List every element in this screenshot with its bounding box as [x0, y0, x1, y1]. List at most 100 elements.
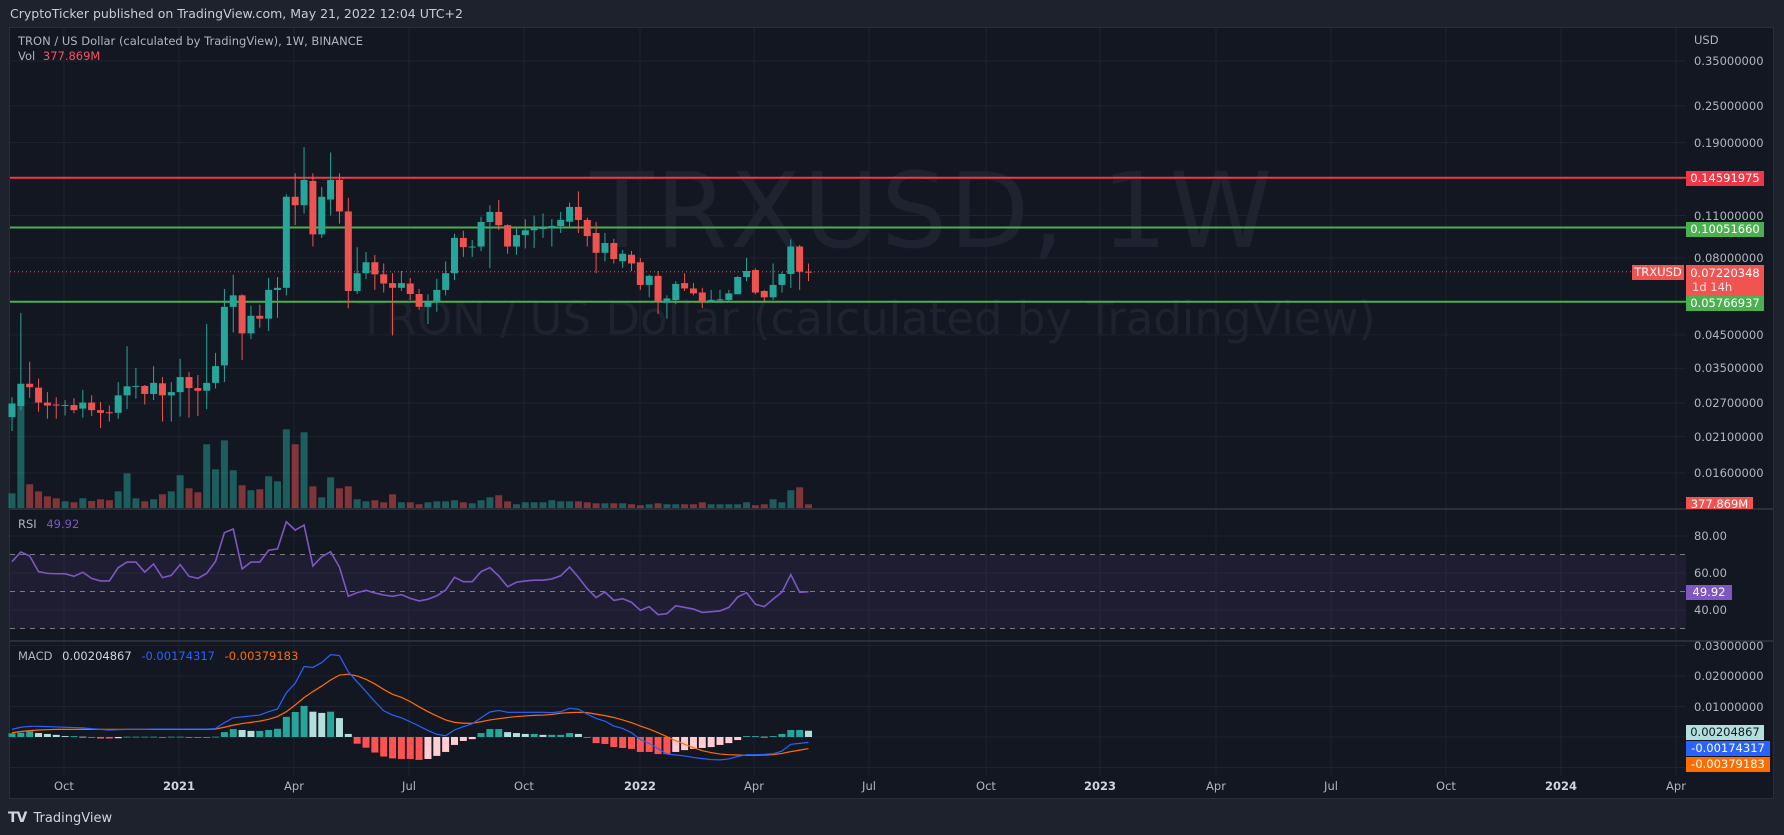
candle-body	[689, 288, 697, 294]
candle-body	[52, 404, 60, 406]
volume-bar	[300, 432, 308, 508]
macd-legend[interactable]: MACD 0.00204867 -0.00174317 -0.00379183	[18, 649, 298, 663]
candle	[743, 258, 751, 282]
volume-bar	[566, 501, 574, 508]
candle-body	[645, 275, 653, 285]
volume-bar	[353, 499, 361, 508]
volume-bar	[504, 501, 512, 508]
volume-bar	[176, 475, 184, 508]
volume-bar	[486, 497, 494, 508]
candle	[256, 304, 264, 328]
rsi-legend[interactable]: RSI 49.92	[18, 517, 79, 531]
macd-histogram-bar	[645, 737, 653, 752]
candle	[371, 255, 379, 290]
macd-histogram-bar	[654, 737, 662, 755]
candle-body	[203, 382, 211, 391]
volume-bar	[79, 498, 87, 508]
symbol-legend[interactable]: TRON / US Dollar (calculated by TradingV…	[18, 34, 363, 48]
time-axis-label: Apr	[284, 779, 304, 793]
volume-bar	[743, 502, 751, 508]
price-axis-label: 0.03500000	[1694, 361, 1764, 376]
candle-body	[132, 385, 140, 387]
macd-histogram-bar	[335, 718, 343, 737]
candle-body	[79, 402, 87, 409]
candle-body	[716, 299, 724, 301]
candle	[17, 313, 25, 411]
macd-histogram-bar	[362, 737, 370, 748]
macd-histogram-bar	[220, 732, 228, 737]
candle	[796, 245, 804, 290]
candle-body	[185, 377, 193, 389]
candle	[114, 382, 122, 419]
volume-bar	[459, 502, 467, 508]
candle	[141, 385, 149, 405]
candle	[681, 273, 689, 291]
time-axis-label: Jul	[402, 779, 416, 793]
volume-legend[interactable]: Vol 377.869M	[18, 49, 100, 63]
volume-bar	[530, 502, 538, 508]
candle	[167, 382, 175, 422]
macd-histogram-bar	[636, 737, 644, 752]
candle-body	[8, 403, 16, 418]
macd-histogram-bar	[150, 736, 158, 738]
candle-body	[282, 196, 290, 288]
volume-bar	[415, 504, 423, 508]
macd-histogram-bar	[344, 733, 352, 737]
volume-bar	[521, 502, 529, 508]
currency-label[interactable]: USD	[1694, 33, 1719, 47]
resistance-price-badge: 0.14591975	[1686, 171, 1764, 186]
candle-body	[389, 283, 397, 288]
volume-bar	[291, 444, 299, 508]
time-axis-label: 2021	[162, 779, 196, 793]
candle-body	[769, 284, 777, 298]
candle-body	[760, 290, 768, 298]
candle	[601, 233, 609, 262]
macd-histogram-bar	[256, 730, 264, 737]
volume-bar	[495, 495, 503, 508]
candle	[318, 186, 326, 238]
price-axis-label: 0.11000000	[1694, 208, 1764, 223]
macd-histogram-bar	[52, 734, 60, 737]
macd-histogram-bar	[751, 736, 759, 737]
watermark-symbol: TRXUSD, 1W	[590, 150, 1275, 272]
macd-histogram-bar	[380, 737, 388, 757]
candle	[150, 366, 158, 401]
rsi-axis-label: 60.00	[1694, 566, 1727, 580]
candle-body	[628, 254, 635, 264]
price-axis-label: 0.02700000	[1694, 396, 1764, 411]
volume-bar	[114, 491, 122, 508]
rsi-value: 49.92	[46, 517, 80, 531]
candle	[79, 389, 87, 418]
volume-bar	[238, 485, 246, 508]
macd-histogram-bar	[433, 737, 441, 756]
candle	[619, 249, 627, 268]
volume-bar	[477, 500, 485, 508]
volume-bar	[698, 502, 706, 508]
candle	[760, 289, 768, 301]
candle-body	[344, 211, 352, 291]
candle	[185, 371, 193, 418]
candle-body	[335, 179, 343, 212]
candle-body	[557, 219, 565, 226]
candle	[70, 398, 78, 414]
price-axis-label: 0.35000000	[1694, 54, 1764, 68]
macd-histogram-bar	[725, 737, 733, 744]
volume-bar	[247, 490, 255, 508]
candle	[327, 152, 335, 216]
macd-histogram-bar	[787, 729, 795, 737]
macd-histogram-bar	[707, 737, 715, 748]
tradingview-logo[interactable]: TV TradingView	[8, 810, 112, 826]
candle-body	[88, 402, 96, 411]
volume-bar	[185, 488, 193, 508]
time-axis-label: Oct	[54, 779, 74, 793]
candle-body	[796, 246, 804, 272]
volume-bar	[787, 490, 795, 508]
volume-bar	[229, 470, 237, 508]
chart-frame[interactable]	[9, 27, 1774, 799]
candle	[451, 233, 458, 280]
macd-histogram-bar	[282, 716, 290, 737]
volume-bar	[583, 502, 591, 508]
candle-body	[451, 237, 458, 274]
macd-histogram-bar	[123, 736, 131, 738]
